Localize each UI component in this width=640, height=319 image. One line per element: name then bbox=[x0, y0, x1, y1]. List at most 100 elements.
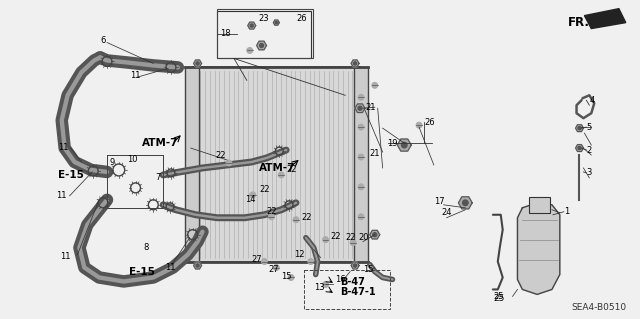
Text: 11: 11 bbox=[165, 263, 175, 272]
Circle shape bbox=[196, 62, 199, 65]
Text: 22: 22 bbox=[266, 207, 277, 216]
Polygon shape bbox=[194, 262, 202, 269]
Circle shape bbox=[323, 237, 328, 243]
Polygon shape bbox=[584, 9, 626, 29]
Text: 8: 8 bbox=[143, 243, 149, 252]
Text: E-15: E-15 bbox=[129, 266, 154, 277]
Bar bbox=[107, 155, 163, 208]
Polygon shape bbox=[273, 20, 279, 25]
Text: 18: 18 bbox=[220, 29, 231, 38]
Text: 27: 27 bbox=[268, 265, 279, 274]
Polygon shape bbox=[575, 145, 584, 152]
Circle shape bbox=[226, 160, 232, 166]
Circle shape bbox=[278, 172, 284, 178]
Circle shape bbox=[273, 264, 279, 271]
Text: FR.: FR. bbox=[568, 16, 589, 29]
Text: B-47-1: B-47-1 bbox=[340, 287, 376, 297]
Text: 26: 26 bbox=[296, 14, 307, 23]
Text: 11: 11 bbox=[58, 143, 68, 152]
Circle shape bbox=[358, 154, 364, 160]
Circle shape bbox=[358, 124, 364, 130]
Text: 25: 25 bbox=[493, 294, 504, 303]
Text: 19: 19 bbox=[388, 138, 398, 148]
Text: ATM-7: ATM-7 bbox=[141, 138, 178, 148]
Text: 26: 26 bbox=[424, 118, 435, 127]
Circle shape bbox=[536, 202, 542, 208]
Text: 2: 2 bbox=[586, 145, 591, 154]
Circle shape bbox=[247, 48, 253, 54]
Polygon shape bbox=[458, 197, 472, 209]
Circle shape bbox=[353, 62, 356, 65]
Text: 17: 17 bbox=[434, 197, 444, 206]
Text: 21: 21 bbox=[365, 103, 376, 112]
Circle shape bbox=[578, 146, 581, 150]
Circle shape bbox=[323, 281, 328, 287]
Text: 20: 20 bbox=[358, 233, 369, 242]
Text: 22: 22 bbox=[260, 185, 270, 194]
Text: 11: 11 bbox=[60, 252, 70, 261]
Polygon shape bbox=[355, 104, 365, 113]
Text: 21: 21 bbox=[370, 149, 380, 158]
Circle shape bbox=[358, 184, 364, 190]
Bar bbox=[529, 197, 550, 213]
Circle shape bbox=[288, 274, 294, 280]
Circle shape bbox=[275, 21, 278, 24]
Text: 25: 25 bbox=[494, 292, 504, 301]
Text: 27: 27 bbox=[252, 255, 262, 264]
Circle shape bbox=[350, 240, 356, 246]
Polygon shape bbox=[351, 60, 359, 67]
Polygon shape bbox=[370, 230, 380, 239]
Polygon shape bbox=[575, 125, 584, 131]
Polygon shape bbox=[397, 139, 411, 151]
Polygon shape bbox=[248, 22, 255, 29]
Text: 13: 13 bbox=[314, 283, 324, 292]
Bar bbox=[217, 9, 313, 58]
Polygon shape bbox=[518, 203, 560, 294]
Circle shape bbox=[578, 127, 581, 130]
Circle shape bbox=[262, 259, 268, 264]
Circle shape bbox=[353, 264, 356, 267]
Text: 11: 11 bbox=[56, 191, 67, 200]
Text: 12: 12 bbox=[294, 250, 305, 259]
Circle shape bbox=[250, 24, 253, 27]
Text: 22: 22 bbox=[345, 233, 356, 242]
Text: 15: 15 bbox=[281, 272, 292, 281]
Circle shape bbox=[196, 264, 199, 267]
Polygon shape bbox=[351, 262, 359, 269]
Text: 15: 15 bbox=[363, 265, 373, 274]
Text: 9: 9 bbox=[110, 159, 115, 167]
Circle shape bbox=[308, 259, 314, 264]
Text: SEA4-B0510: SEA4-B0510 bbox=[572, 303, 627, 312]
Text: E-15: E-15 bbox=[58, 170, 84, 180]
Text: 23: 23 bbox=[259, 14, 269, 23]
Text: 5: 5 bbox=[586, 122, 591, 132]
Bar bbox=[185, 67, 198, 262]
Text: 3: 3 bbox=[586, 168, 592, 177]
Text: 22: 22 bbox=[330, 232, 341, 241]
Circle shape bbox=[416, 122, 422, 128]
Circle shape bbox=[293, 217, 299, 223]
Circle shape bbox=[358, 94, 364, 100]
Text: 14: 14 bbox=[245, 195, 255, 204]
Bar bbox=[193, 67, 360, 262]
Circle shape bbox=[358, 214, 364, 220]
Text: B-47: B-47 bbox=[340, 278, 365, 287]
Bar bbox=[107, 155, 163, 208]
Text: 10: 10 bbox=[127, 155, 137, 165]
Circle shape bbox=[372, 82, 378, 88]
Text: 11: 11 bbox=[130, 71, 140, 80]
Polygon shape bbox=[194, 60, 202, 67]
Text: 22: 22 bbox=[215, 151, 226, 160]
Text: 22: 22 bbox=[301, 213, 312, 222]
Text: 22: 22 bbox=[286, 166, 297, 174]
Text: 4: 4 bbox=[589, 96, 595, 105]
Bar bbox=[354, 67, 368, 262]
Text: ATM-7: ATM-7 bbox=[259, 163, 295, 173]
Circle shape bbox=[463, 200, 468, 206]
Circle shape bbox=[268, 214, 275, 220]
Text: 24: 24 bbox=[442, 208, 452, 217]
Circle shape bbox=[358, 106, 362, 110]
Circle shape bbox=[260, 43, 264, 48]
Text: 16: 16 bbox=[335, 275, 346, 284]
Text: 7: 7 bbox=[156, 174, 161, 182]
